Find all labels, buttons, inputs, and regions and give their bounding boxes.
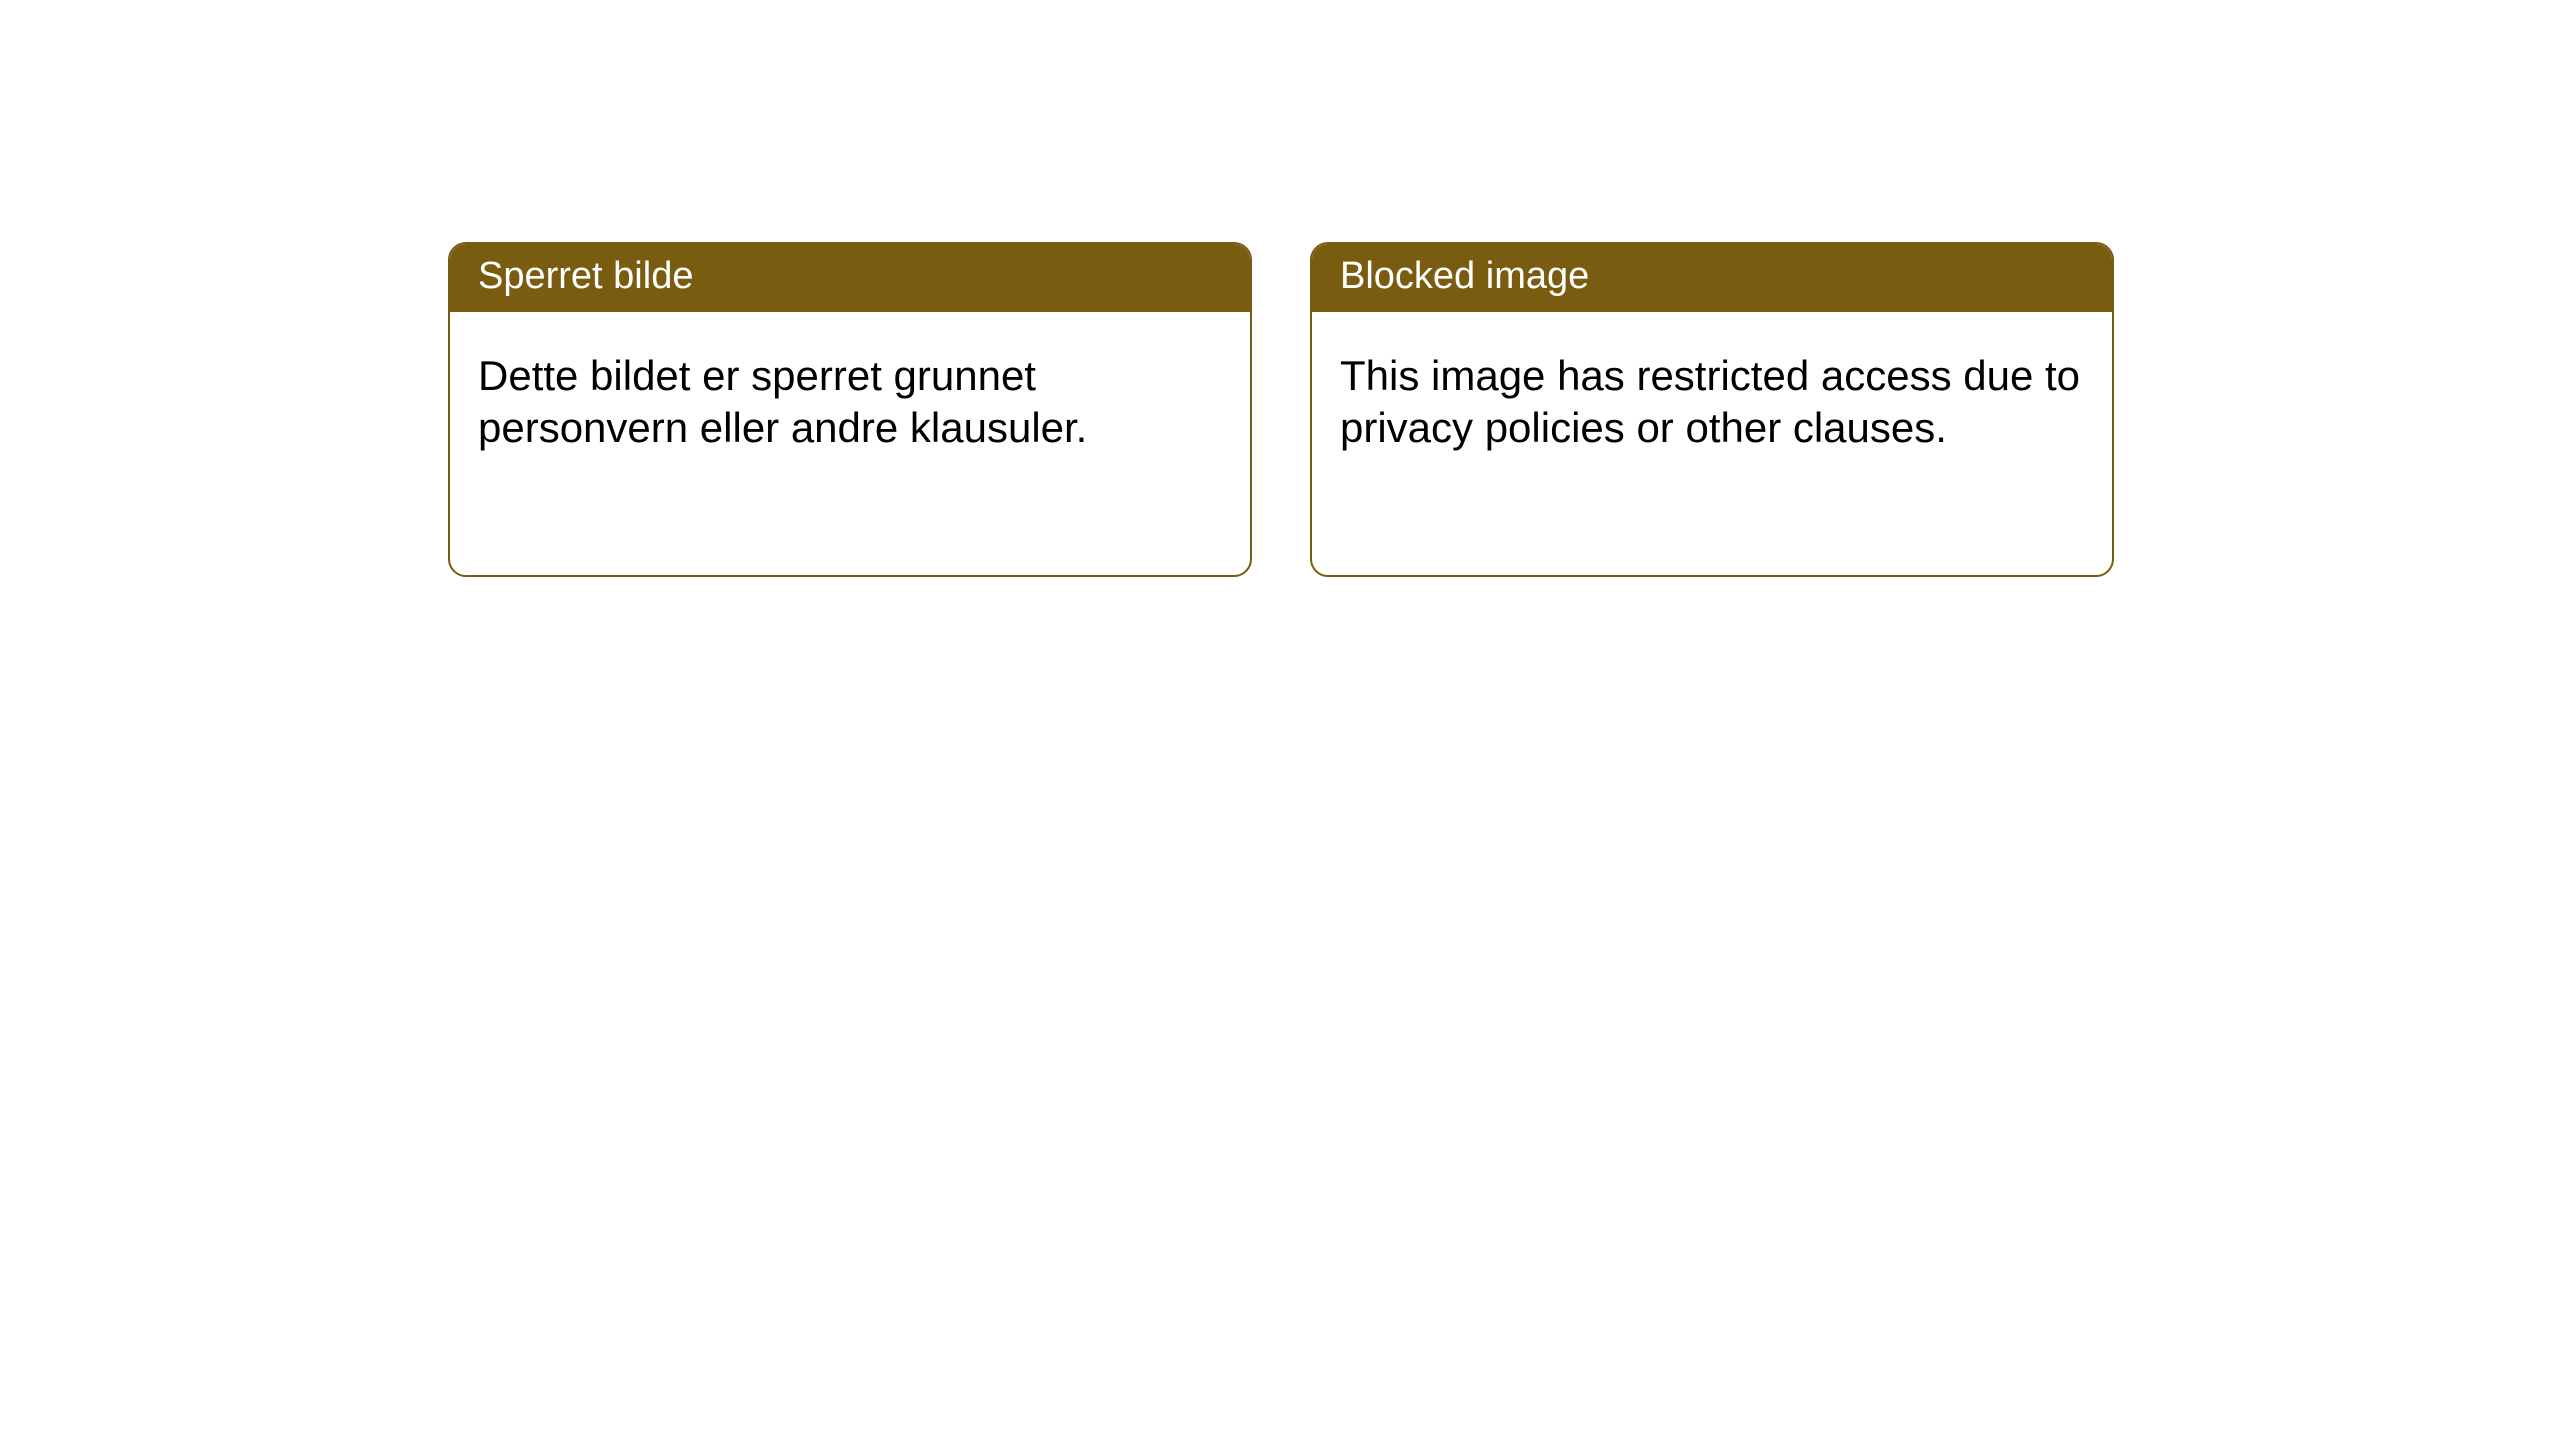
card-header-en: Blocked image bbox=[1312, 244, 2112, 312]
card-title-no: Sperret bilde bbox=[478, 255, 693, 297]
card-header-no: Sperret bilde bbox=[450, 244, 1250, 312]
card-title-en: Blocked image bbox=[1340, 255, 1589, 297]
blocked-image-card-no: Sperret bilde Dette bildet er sperret gr… bbox=[448, 242, 1252, 577]
card-message-no: Dette bildet er sperret grunnet personve… bbox=[478, 352, 1087, 452]
blocked-image-card-en: Blocked image This image has restricted … bbox=[1310, 242, 2114, 577]
card-body-no: Dette bildet er sperret grunnet personve… bbox=[450, 312, 1250, 493]
card-message-en: This image has restricted access due to … bbox=[1340, 352, 2080, 452]
blocked-image-cards: Sperret bilde Dette bildet er sperret gr… bbox=[448, 242, 2114, 577]
card-body-en: This image has restricted access due to … bbox=[1312, 312, 2112, 493]
